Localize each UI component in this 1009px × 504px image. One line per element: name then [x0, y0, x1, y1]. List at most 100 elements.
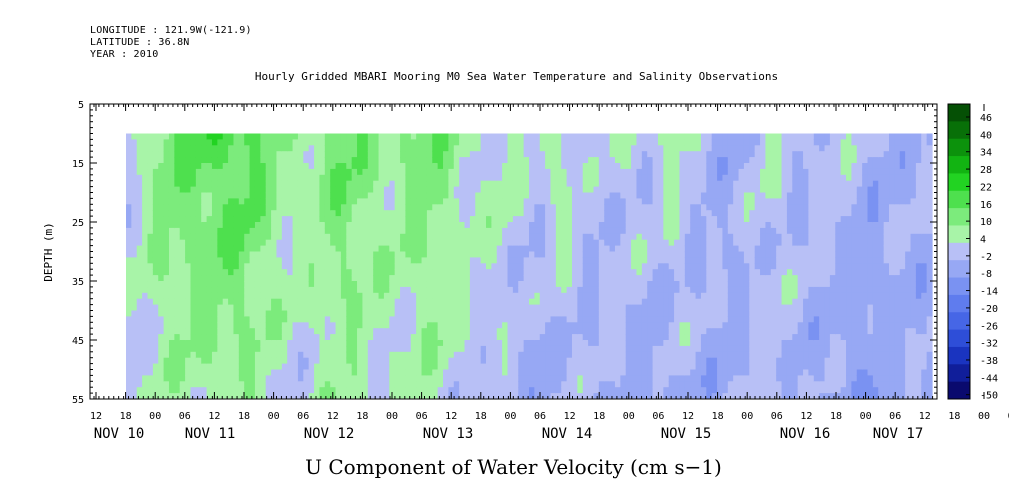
heatmap-cell — [276, 157, 283, 164]
heatmap-cell — [663, 357, 670, 365]
heatmap-cell — [480, 186, 487, 194]
heatmap-cell — [561, 174, 568, 182]
heatmap-cell — [534, 322, 541, 329]
heatmap-cell — [179, 363, 186, 371]
heatmap-cell — [254, 239, 261, 247]
heatmap-cell — [340, 387, 347, 394]
heatmap-cell — [400, 328, 407, 335]
heatmap-cell — [362, 281, 369, 288]
heatmap-cell — [405, 227, 412, 235]
heatmap-cell — [206, 340, 213, 347]
heatmap-cell — [400, 216, 407, 223]
heatmap-cell — [260, 210, 267, 217]
heatmap-cell — [410, 257, 417, 264]
heatmap-cell — [211, 186, 218, 194]
heatmap-cell — [244, 269, 251, 276]
heatmap-cell — [534, 340, 541, 347]
heatmap-cell — [265, 151, 272, 158]
heatmap-cell — [405, 180, 412, 188]
heatmap-cell — [131, 281, 138, 288]
heatmap-cell — [486, 375, 492, 382]
heatmap-cell — [684, 151, 691, 158]
heatmap-cell — [287, 186, 294, 194]
heatmap-cell — [152, 387, 159, 394]
heatmap-cell — [561, 304, 568, 312]
heatmap-cell — [711, 257, 718, 264]
heatmap-cell — [126, 263, 132, 270]
heatmap-cell — [163, 186, 170, 194]
heatmap-cell — [142, 198, 149, 205]
heatmap-cell — [416, 345, 423, 353]
heatmap-cell — [179, 186, 186, 194]
heatmap-cell — [545, 328, 552, 335]
heatmap-cell — [598, 222, 605, 229]
heatmap-cell — [357, 298, 364, 306]
heatmap-cell — [265, 298, 272, 306]
heatmap-cell — [432, 222, 439, 229]
heatmap-cell — [625, 239, 632, 247]
heatmap-cell — [168, 139, 175, 146]
heatmap-cell — [437, 251, 444, 258]
heatmap-cell — [469, 304, 476, 312]
heatmap-cell — [593, 351, 600, 359]
heatmap-cell — [459, 222, 466, 229]
heatmap-cell — [308, 251, 315, 258]
heatmap-cell — [507, 340, 514, 347]
heatmap-cell — [647, 304, 654, 312]
heatmap-cell — [195, 145, 202, 152]
heatmap-cell — [373, 157, 380, 164]
heatmap-cell — [340, 345, 347, 353]
heatmap-cell — [700, 269, 707, 276]
heatmap-cell — [534, 269, 541, 276]
heatmap-cell — [131, 263, 138, 270]
heatmap-cell — [652, 304, 659, 312]
heatmap-cell — [512, 269, 519, 276]
heatmap-cell — [400, 381, 407, 388]
heatmap-cell — [195, 269, 202, 276]
heatmap-cell — [287, 334, 294, 341]
heatmap-cell — [534, 334, 541, 341]
heatmap-cell — [518, 245, 525, 253]
heatmap-cell — [491, 387, 498, 394]
heatmap-cell — [711, 157, 718, 164]
heatmap-cell — [604, 316, 611, 323]
heatmap-cell — [297, 322, 304, 329]
heatmap-cell — [614, 298, 621, 306]
heatmap-cell — [453, 298, 460, 306]
heatmap-cell — [684, 204, 691, 211]
heatmap-cell — [281, 186, 288, 194]
heatmap-cell — [566, 245, 573, 253]
heatmap-cell — [131, 286, 138, 294]
heatmap-cell — [416, 340, 423, 347]
heatmap-cell — [260, 163, 267, 170]
heatmap-cell — [550, 204, 557, 211]
heatmap-cell — [668, 292, 675, 300]
heatmap-cell — [706, 186, 713, 194]
heatmap-cell — [394, 269, 401, 276]
heatmap-cell — [717, 174, 724, 182]
heatmap-cell — [571, 369, 578, 376]
heatmap-cell — [292, 322, 299, 329]
heatmap-cell — [265, 286, 272, 294]
heatmap-cell — [330, 363, 337, 371]
heatmap-cell — [394, 239, 401, 247]
heatmap-cell — [249, 210, 256, 217]
heatmap-cell — [443, 322, 449, 329]
heatmap-cell — [459, 357, 466, 365]
heatmap-cell — [566, 174, 573, 182]
heatmap-cell — [206, 180, 213, 188]
heatmap-cell — [233, 227, 240, 235]
heatmap-cell — [249, 245, 256, 253]
heatmap-cell — [684, 263, 691, 270]
heatmap-cell — [394, 292, 401, 300]
heatmap-cell — [400, 310, 407, 317]
heatmap-cell — [389, 275, 396, 282]
heatmap-cell — [233, 198, 240, 205]
heatmap-cell — [620, 357, 627, 365]
heatmap-cell — [448, 275, 455, 282]
heatmap-cell — [539, 322, 546, 329]
heatmap-cell — [566, 157, 573, 164]
heatmap-cell — [459, 210, 466, 217]
heatmap-cell — [561, 381, 568, 388]
heatmap-cell — [147, 263, 154, 270]
